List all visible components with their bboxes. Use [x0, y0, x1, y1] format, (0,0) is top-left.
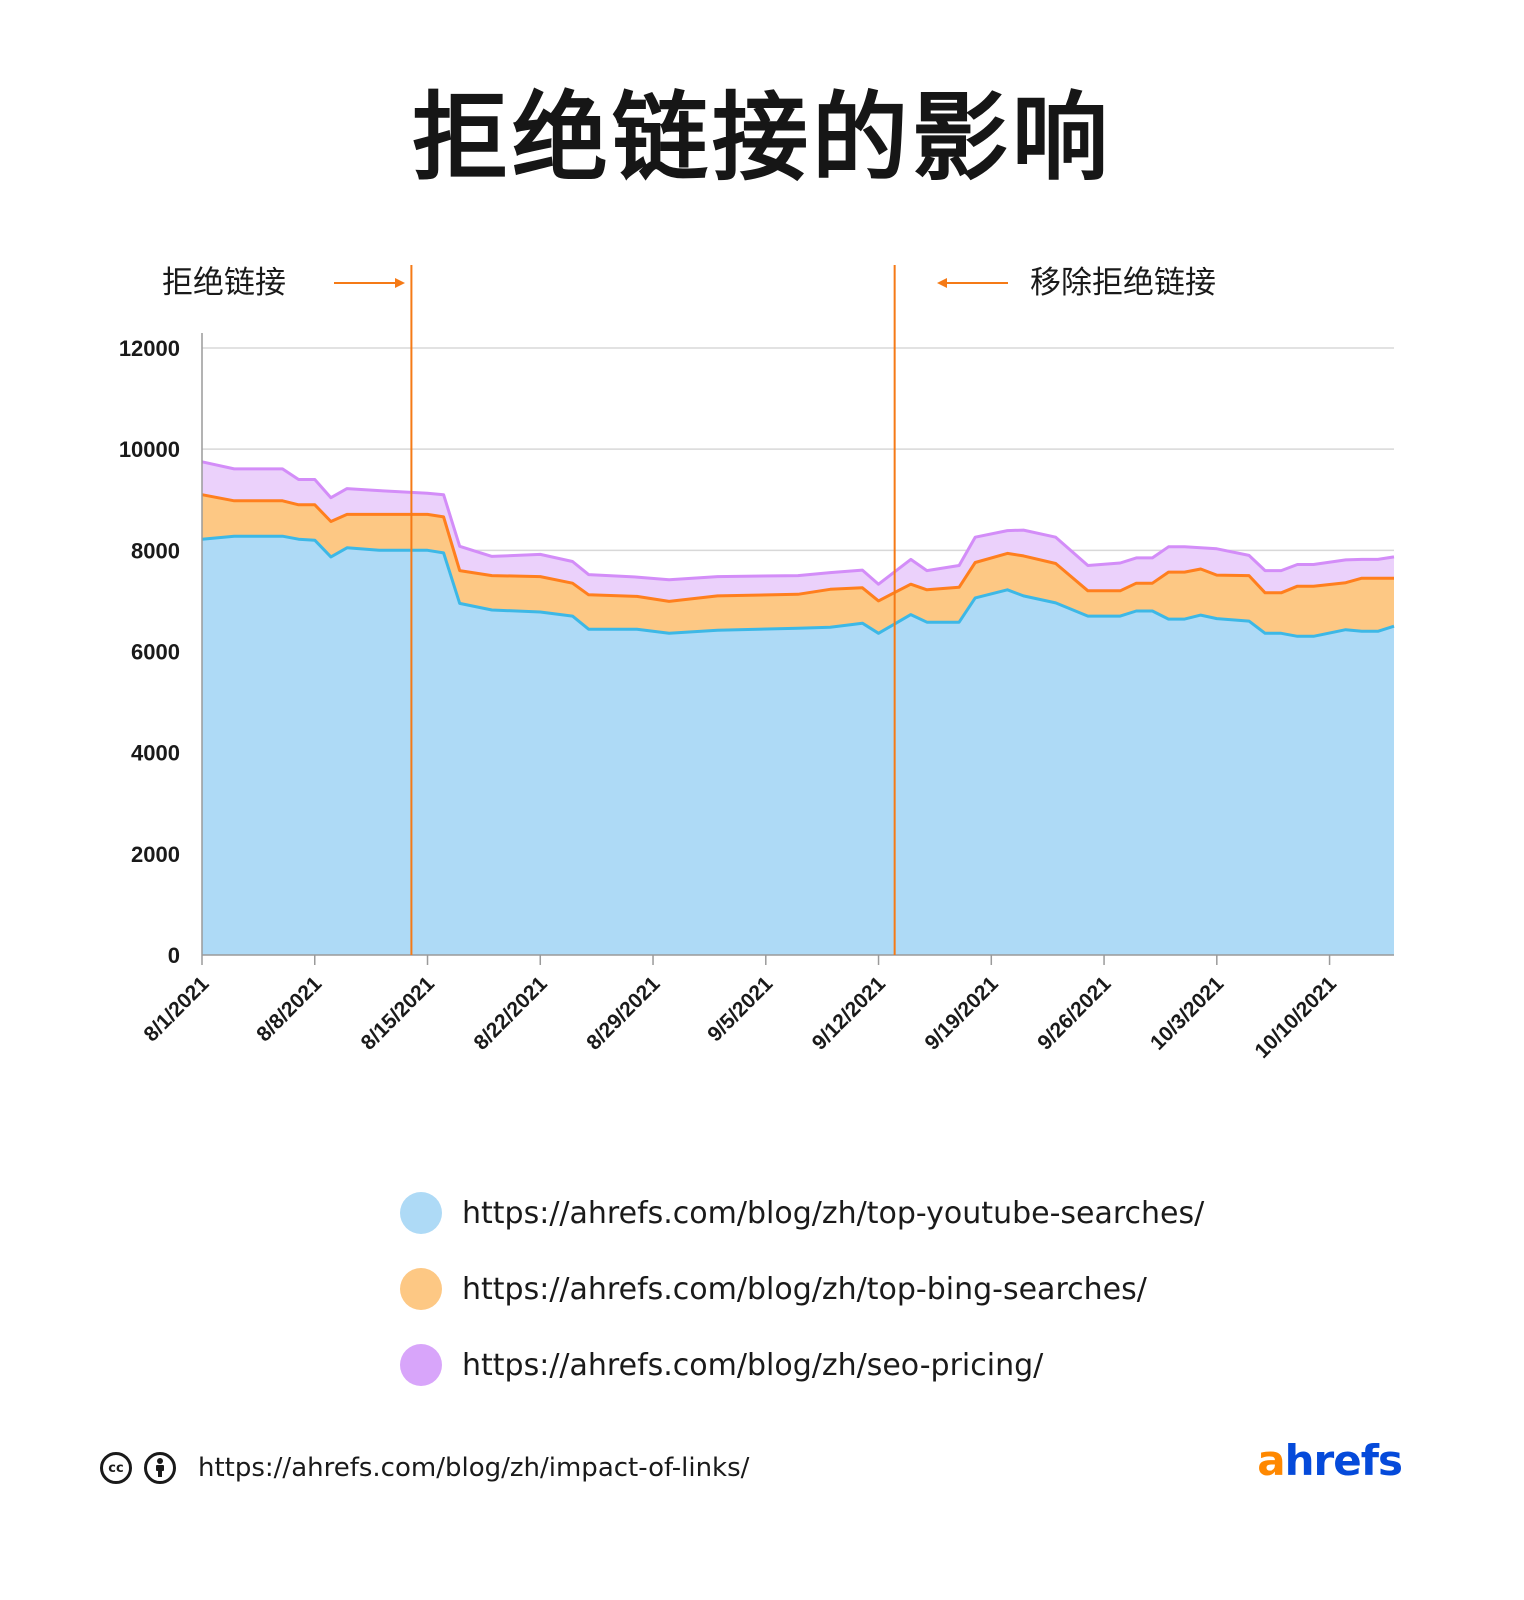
- stacked-area-chart: 0 2000 4000 6000 8000 10000 12000 8/1/2021 8/8/…: [119, 265, 1395, 1063]
- area-seo-pricing: [202, 461, 1394, 602]
- y-tick-label: 4000: [131, 741, 180, 766]
- legend-swatch-bing: [400, 1268, 442, 1310]
- legend-label: https://ahrefs.com/blog/zh/seo-pricing/: [462, 1347, 1044, 1383]
- ahrefs-logo: ahrefs: [1257, 1436, 1403, 1485]
- logo-text: hrefs: [1284, 1436, 1403, 1485]
- legend-item: https://ahrefs.com/blog/zh/seo-pricing/: [400, 1327, 1204, 1403]
- footer-url: https://ahrefs.com/blog/zh/impact-of-lin…: [198, 1453, 750, 1483]
- y-tick-label: 10000: [119, 437, 180, 462]
- legend-item: https://ahrefs.com/blog/zh/top-youtube-s…: [400, 1175, 1204, 1251]
- by-icon: [144, 1452, 176, 1484]
- x-tick-label: 8/29/2021: [582, 972, 665, 1055]
- x-tick-label: 9/5/2021: [703, 972, 777, 1046]
- page-title: 拒绝链接的影响: [412, 82, 1112, 194]
- legend-label: https://ahrefs.com/blog/zh/top-bing-sear…: [462, 1271, 1147, 1307]
- y-tick-label: 8000: [131, 538, 180, 563]
- x-tick-label: 9/19/2021: [920, 972, 1003, 1055]
- legend: https://ahrefs.com/blog/zh/top-youtube-s…: [400, 1175, 1204, 1403]
- x-tick-label: 8/1/2021: [139, 972, 213, 1046]
- annotations: 拒绝链接 移除拒绝链接: [162, 265, 1216, 955]
- x-tick-label: 8/15/2021: [357, 972, 440, 1055]
- legend-swatch-youtube: [400, 1192, 442, 1234]
- area-youtube-searches: [202, 536, 1394, 955]
- series-lines: [201, 460, 1395, 638]
- legend-item: https://ahrefs.com/blog/zh/top-bing-sear…: [400, 1251, 1204, 1327]
- line-youtube-searches: [201, 534, 1395, 638]
- y-tick-labels: 0 2000 4000 6000 8000 10000 12000: [119, 336, 180, 968]
- footer: cc https://ahrefs.com/blog/zh/impact-of-…: [100, 1452, 749, 1484]
- arrow-left-icon-head: [937, 278, 947, 288]
- x-tick-label: 9/12/2021: [808, 972, 891, 1055]
- x-tick-label: 10/3/2021: [1146, 972, 1229, 1055]
- x-tick-label: 10/10/2021: [1251, 972, 1342, 1063]
- x-tick-label: 8/22/2021: [469, 972, 552, 1055]
- cc-icon: cc: [100, 1452, 132, 1484]
- series-areas: [202, 461, 1394, 955]
- line-seo-pricing: [201, 460, 1395, 586]
- y-tick-label: 12000: [119, 336, 180, 361]
- annotation-label-remove-disavow: 移除拒绝链接: [1030, 265, 1216, 301]
- x-tick-label: 8/8/2021: [252, 972, 326, 1046]
- x-tick-labels: 8/1/2021 8/8/2021 8/15/2021 8/22/2021 8/29/2…: [139, 972, 1341, 1063]
- y-tick-label: 6000: [131, 640, 180, 665]
- legend-label: https://ahrefs.com/blog/zh/top-youtube-s…: [462, 1195, 1205, 1231]
- logo-letter-a: a: [1257, 1436, 1285, 1485]
- arrow-right-icon-head: [395, 278, 405, 288]
- annotation-label-disavow: 拒绝链接: [162, 265, 286, 301]
- y-tick-label: 2000: [131, 842, 180, 867]
- line-bing-searches: [201, 493, 1394, 603]
- area-bing-searches: [202, 494, 1394, 637]
- x-tick-label: 9/26/2021: [1033, 972, 1116, 1055]
- legend-swatch-pricing: [400, 1344, 442, 1386]
- y-tick-label: 0: [168, 943, 180, 968]
- axes: [201, 333, 1394, 965]
